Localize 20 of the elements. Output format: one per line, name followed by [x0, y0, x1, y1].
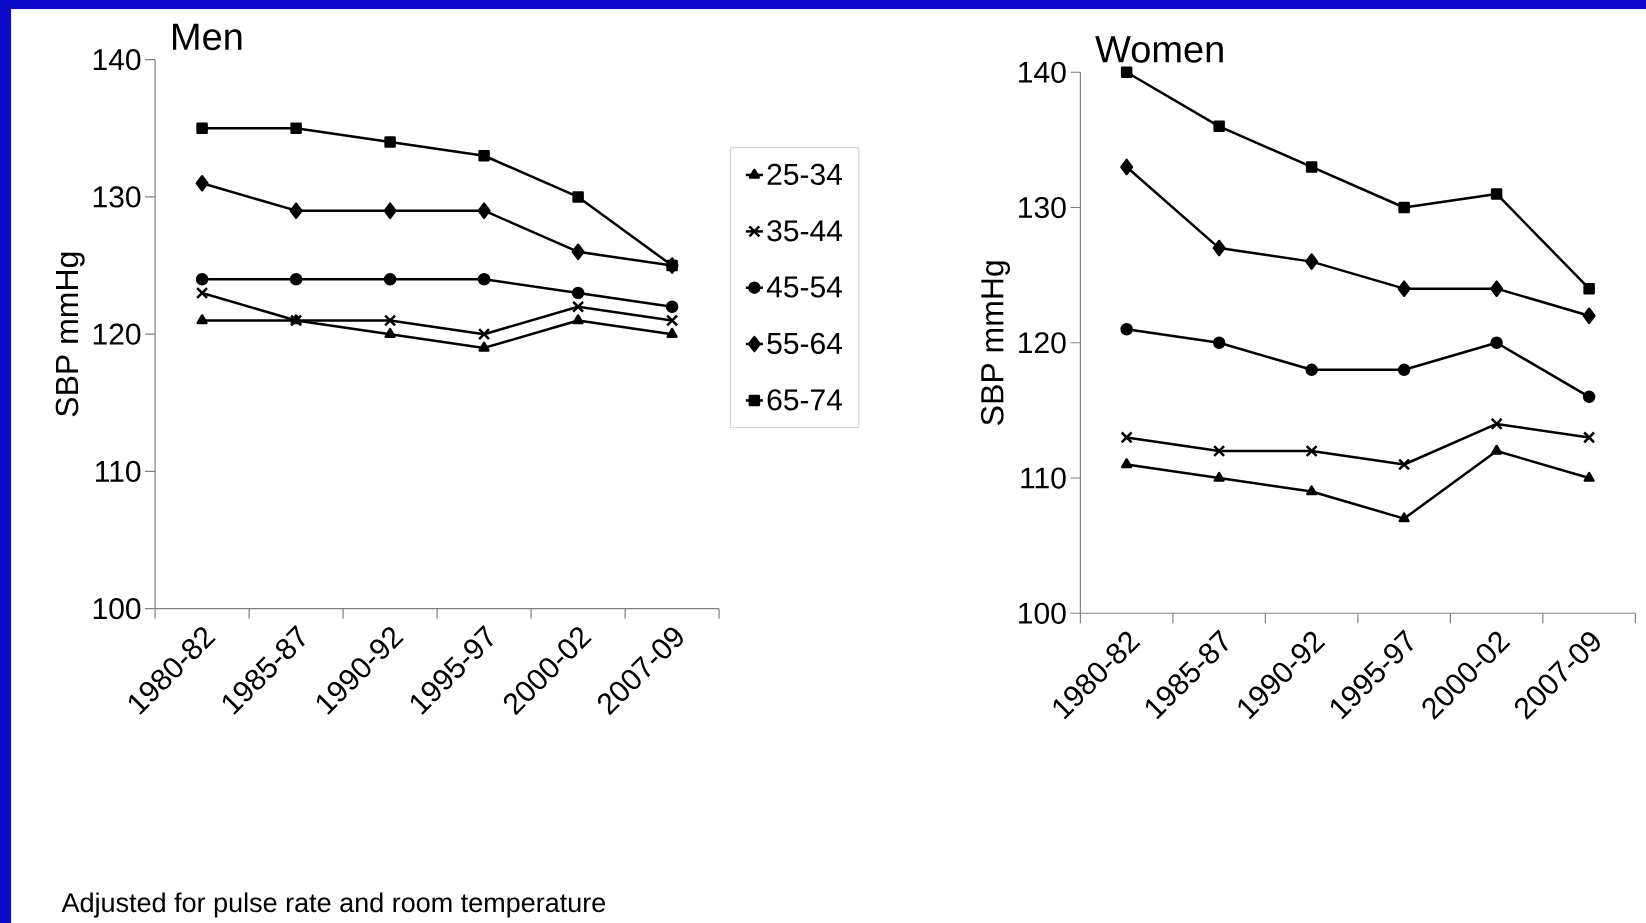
y-tick-label: 110 — [1021, 467, 1066, 489]
y-tick-label: 140 — [1019, 61, 1066, 83]
y-tick-label: 120 — [1019, 332, 1066, 354]
y-axis-title: SBP mmHg — [980, 261, 1010, 425]
legend-label: 65-74 — [767, 389, 842, 411]
y-tick-label: 140 — [93, 49, 141, 71]
y-tick-label: 110 — [96, 460, 141, 483]
legend-label: 45-54 — [766, 276, 842, 298]
legend-label: 55-64 — [767, 332, 842, 355]
y-tick-label: 130 — [1019, 196, 1066, 219]
y-tick-label: 120 — [93, 323, 141, 345]
legend-label: 35-44 — [767, 220, 842, 242]
legend-label: 25-34 — [767, 163, 842, 185]
text: Adjusted for pulse rate and room temperature — [61, 892, 606, 918]
chart-title: Women — [1095, 36, 1223, 63]
y-tick-label: 130 — [93, 186, 141, 208]
chart-title: Men — [173, 23, 242, 51]
y-tick-label: 100 — [93, 598, 141, 620]
y-axis-title: SBP mmHg — [55, 252, 85, 417]
y-tick-label: 100 — [1019, 602, 1066, 624]
